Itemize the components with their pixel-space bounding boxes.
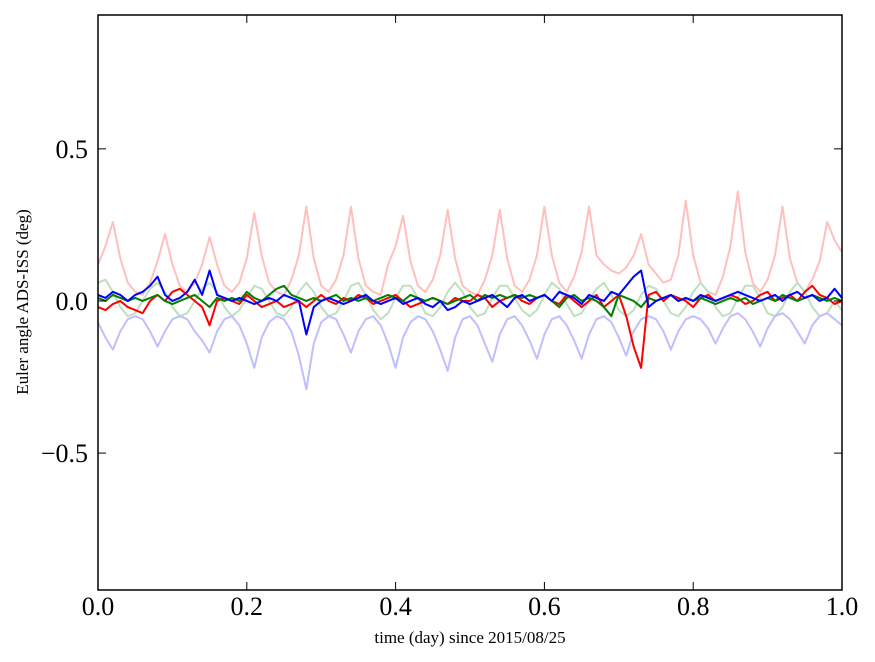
- x-tick-label: 0.0: [82, 592, 115, 621]
- data-line: [97, 312, 843, 391]
- plot-frame: [97, 14, 843, 591]
- data-line: [97, 284, 843, 318]
- y-tick-label: −0.5: [41, 439, 88, 468]
- x-tick-label: 0.2: [231, 592, 264, 621]
- y-tick-label: 0.0: [56, 287, 89, 316]
- y-tick-label: 0.5: [56, 135, 89, 164]
- x-tick-label: 0.6: [528, 592, 561, 621]
- x-tick-label: 0.4: [379, 592, 412, 621]
- y-axis-label: Euler angle ADS-ISS (deg): [13, 209, 32, 395]
- x-axis-label: time (day) since 2015/08/25: [374, 628, 565, 647]
- x-tick-label: 0.8: [677, 592, 710, 621]
- data-line: [97, 269, 843, 336]
- x-tick-label: 1.0: [826, 592, 859, 621]
- data-line: [97, 190, 843, 296]
- data-line: [97, 278, 843, 321]
